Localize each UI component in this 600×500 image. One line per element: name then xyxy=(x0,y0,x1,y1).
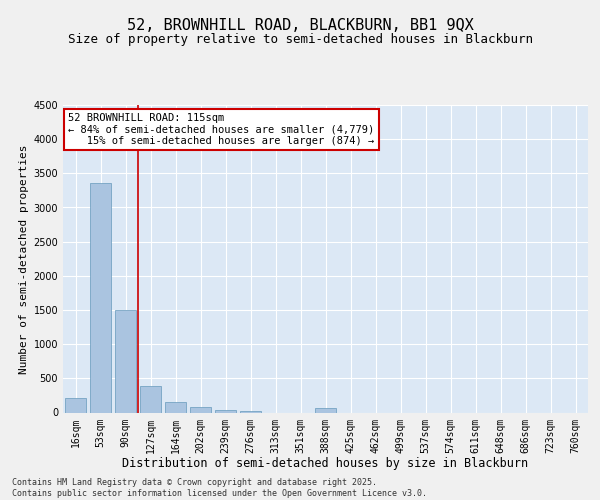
Bar xyxy=(315,408,336,412)
Bar xyxy=(115,310,136,412)
Bar xyxy=(140,386,161,412)
Bar xyxy=(165,402,186,412)
Bar xyxy=(190,408,211,412)
Bar xyxy=(215,410,236,412)
Text: Contains HM Land Registry data © Crown copyright and database right 2025.
Contai: Contains HM Land Registry data © Crown c… xyxy=(12,478,427,498)
Bar xyxy=(65,398,86,412)
Text: 52 BROWNHILL ROAD: 115sqm
← 84% of semi-detached houses are smaller (4,779)
   1: 52 BROWNHILL ROAD: 115sqm ← 84% of semi-… xyxy=(68,112,374,146)
X-axis label: Distribution of semi-detached houses by size in Blackburn: Distribution of semi-detached houses by … xyxy=(122,457,529,470)
Bar xyxy=(90,183,111,412)
Y-axis label: Number of semi-detached properties: Number of semi-detached properties xyxy=(19,144,29,374)
Text: Size of property relative to semi-detached houses in Blackburn: Size of property relative to semi-detach… xyxy=(67,32,533,46)
Text: 52, BROWNHILL ROAD, BLACKBURN, BB1 9QX: 52, BROWNHILL ROAD, BLACKBURN, BB1 9QX xyxy=(127,18,473,32)
